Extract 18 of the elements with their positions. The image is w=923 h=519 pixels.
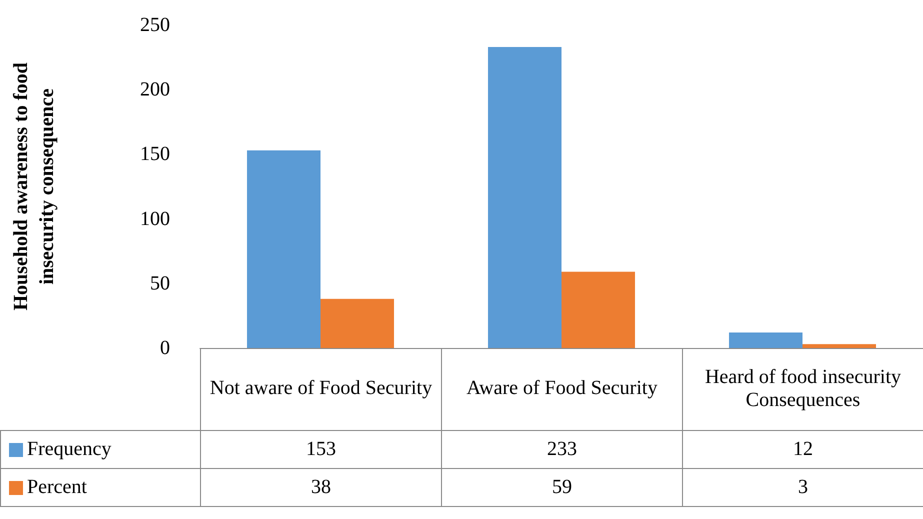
y-axis-title: Household awareness to food insecurity consequence [10,62,58,310]
legend-label: Frequency [0,430,200,468]
y-tick-label: 200 [140,78,170,101]
y-tick-label: 250 [140,14,170,36]
y-tick-label: 50 [150,272,170,294]
data-label: 38 [200,468,442,506]
x-tick-label: Not aware of Food Security [200,348,442,430]
y-tick-label: 100 [140,208,170,230]
y-tick-label: 0 [160,337,170,359]
data-label: 153 [200,430,442,468]
x-tick-label: Aware of Food Security [442,348,682,430]
legend-label: Percent [0,468,200,506]
data-label: 12 [682,430,923,468]
y-tick-label: 150 [140,143,170,166]
data-label: 3 [682,468,923,506]
data-label: 59 [442,468,682,506]
x-tick-label: Heard of food insecurity Consequences [682,348,923,430]
data-label: 233 [442,430,682,468]
